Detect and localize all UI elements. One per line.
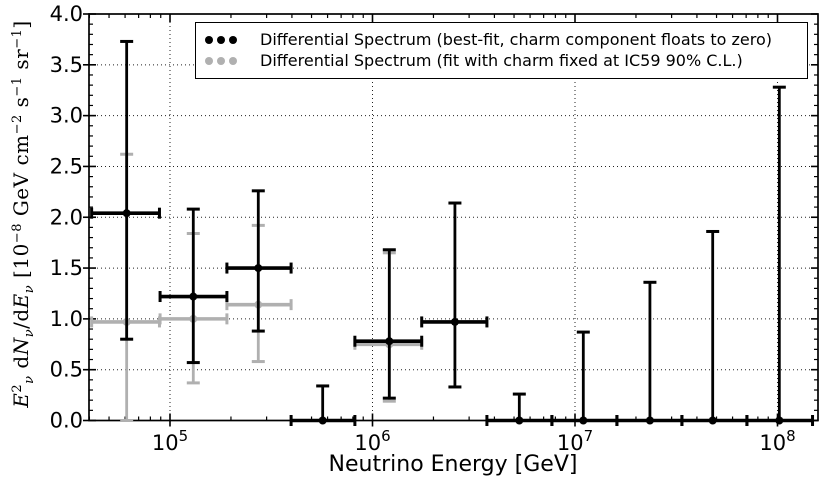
y-label-segment: E (9, 392, 33, 408)
circle-marker-icon (205, 56, 213, 65)
x-tick-label: 107 (557, 427, 593, 455)
circle-marker-icon (229, 56, 237, 65)
y-tick-label: 3.0 (50, 104, 83, 128)
y-label-segment: ] (9, 20, 33, 29)
legend-entry-best-fit: Differential Spectrum (best-fit, charm c… (205, 29, 807, 50)
y-label-segment: GeV cm (9, 134, 33, 224)
y-label-segment: E (9, 293, 33, 309)
y-label-segment: −2 (10, 114, 25, 135)
y-label-segment: sr (9, 48, 33, 77)
legend: Differential Spectrum (best-fit, charm c… (195, 22, 808, 79)
x-tick-label: 108 (759, 427, 795, 455)
data-point-marker (318, 416, 327, 425)
y-label-segment: −1 (10, 28, 25, 49)
y-label-segment: ν (22, 375, 37, 384)
y-tick-label: 4.0 (50, 2, 83, 26)
data-point-marker (579, 416, 588, 425)
data-point-marker (645, 416, 654, 425)
y-tick-label: 0.0 (50, 409, 83, 433)
y-label-segment: −1 (10, 76, 25, 97)
legend-marker-dots-black (205, 35, 243, 44)
y-tick-label: 1.5 (50, 256, 83, 280)
circle-marker-icon (217, 35, 225, 44)
y-label-segment: d (9, 355, 33, 376)
data-point-marker (775, 416, 784, 425)
data-point-marker (189, 292, 198, 301)
legend-marker-dots-gray (205, 56, 243, 65)
plot-border (88, 13, 819, 422)
y-axis-label: E2ν dNν/dEν [10−8 GeV cm−2 s−1 sr−1] (9, 20, 37, 408)
data-point-marker (385, 337, 394, 346)
data-point-marker (122, 209, 131, 218)
y-label-segment: [10 (9, 243, 33, 285)
data-point-marker (515, 416, 524, 425)
data-point-marker (254, 264, 263, 273)
circle-marker-icon (217, 56, 225, 65)
legend-label-charm-fixed: Differential Spectrum (fit with charm fi… (260, 51, 743, 70)
y-tick-label: 2.5 (50, 154, 83, 178)
x-tick-label: 105 (152, 427, 188, 455)
x-axis-label: Neutrino Energy [GeV] (328, 452, 578, 477)
series-black (90, 39, 815, 426)
legend-label-best-fit: Differential Spectrum (best-fit, charm c… (260, 30, 772, 49)
y-label-segment: s (9, 96, 33, 115)
y-tick-label: 0.5 (50, 358, 83, 382)
y-label-segment: −8 (10, 223, 25, 244)
y-label-segment: ν (22, 328, 37, 338)
y-tick-label: 1.0 (50, 307, 83, 331)
data-point-marker (450, 317, 459, 326)
y-label-segment: N (9, 337, 33, 356)
x-tick-label: 106 (354, 427, 390, 455)
y-tick-label: 3.5 (50, 53, 83, 77)
y-tick-label: 2.0 (50, 205, 83, 229)
circle-marker-icon (229, 35, 237, 44)
tick-labels: 105 106 107 108 0.0 0.5 1.0 1.5 2.0 2.5 3.0 3.5 4.0 (50, 2, 796, 455)
legend-entry-charm-fixed: Differential Spectrum (fit with charm fi… (205, 50, 807, 71)
circle-marker-icon (205, 35, 213, 44)
y-label-segment: 2 (10, 383, 25, 393)
y-label-segment: /d (9, 308, 33, 329)
y-label-segment: ν (22, 284, 37, 294)
data-point-marker (708, 416, 717, 425)
